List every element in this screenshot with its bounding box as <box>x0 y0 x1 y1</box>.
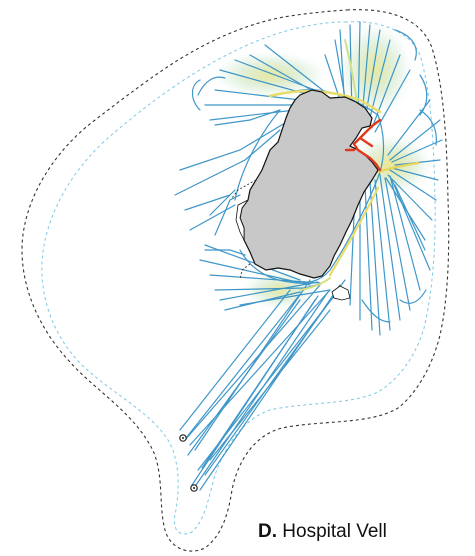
core-edge-gap-west <box>235 199 249 241</box>
inner-boundary <box>41 21 436 535</box>
district-line-1 <box>231 179 257 199</box>
hot-corridors <box>268 39 420 291</box>
trajectory-network <box>174 21 443 491</box>
panel-title: Hospital Vell <box>282 521 387 542</box>
peak-intensity-path <box>344 118 382 172</box>
ringed-point-icon <box>190 484 198 492</box>
urban-core <box>239 89 379 279</box>
panel-letter: D. <box>258 521 277 542</box>
ringed-point-icon <box>179 434 187 442</box>
panel-caption: D. Hospital Vell <box>258 521 387 543</box>
core-edge-gap-south <box>331 285 351 301</box>
district-line-2 <box>239 263 251 281</box>
outer-boundary <box>21 9 450 552</box>
